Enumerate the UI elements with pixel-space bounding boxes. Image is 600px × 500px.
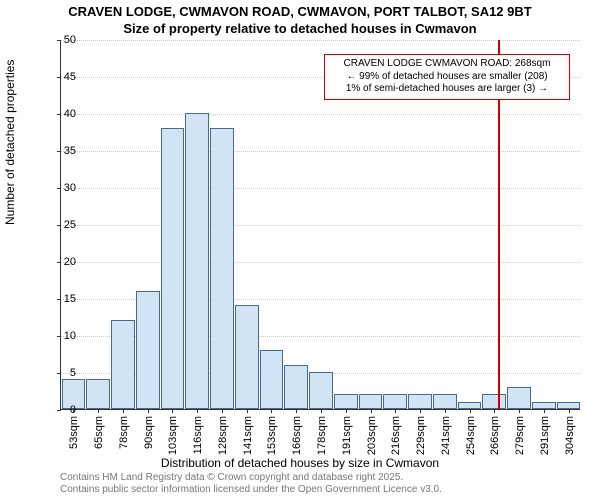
ytick-label: 20	[46, 256, 76, 268]
xtick-mark	[445, 409, 446, 413]
xtick-mark	[494, 409, 495, 413]
xtick-mark	[371, 409, 372, 413]
ytick-label: 45	[46, 71, 76, 83]
histogram-bar	[359, 394, 383, 409]
gridline-h	[61, 262, 580, 263]
histogram-bar	[260, 350, 284, 409]
xtick-label: 141sqm	[242, 416, 254, 455]
annotation-line1: CRAVEN LODGE CWMAVON ROAD: 268sqm	[331, 58, 563, 71]
xtick-mark	[395, 409, 396, 413]
xtick-label: 166sqm	[291, 416, 303, 455]
xtick-label: 191sqm	[341, 416, 353, 455]
xtick-label: 203sqm	[366, 416, 378, 455]
xtick-label: 279sqm	[514, 416, 526, 455]
xtick-label: 65sqm	[93, 416, 105, 449]
xtick-mark	[321, 409, 322, 413]
histogram-bar	[334, 394, 358, 409]
xtick-label: 229sqm	[415, 416, 427, 455]
gridline-h	[61, 151, 580, 152]
xtick-mark	[197, 409, 198, 413]
xtick-label: 291sqm	[539, 416, 551, 455]
ytick-label: 15	[46, 293, 76, 305]
y-axis-label: Number of detached properties	[3, 60, 17, 225]
xtick-mark	[222, 409, 223, 413]
xtick-mark	[420, 409, 421, 413]
xtick-mark	[148, 409, 149, 413]
gridline-h	[61, 114, 580, 115]
gridline-h	[61, 225, 580, 226]
xtick-mark	[123, 409, 124, 413]
xtick-label: 178sqm	[316, 416, 328, 455]
histogram-bar	[383, 394, 407, 409]
xtick-label: 90sqm	[143, 416, 155, 449]
annotation-box: CRAVEN LODGE CWMAVON ROAD: 268sqm← 99% o…	[324, 54, 570, 100]
histogram-bar	[161, 128, 185, 409]
histogram-bar	[210, 128, 234, 409]
plot-area: CRAVEN LODGE CWMAVON ROAD: 268sqm← 99% o…	[60, 40, 580, 410]
x-axis-label: Distribution of detached houses by size …	[0, 456, 600, 470]
ytick-label: 5	[46, 367, 76, 379]
histogram-bar	[111, 320, 135, 409]
attribution-line2: Contains public sector information licen…	[60, 484, 442, 496]
xtick-mark	[271, 409, 272, 413]
xtick-mark	[247, 409, 248, 413]
histogram-bar	[507, 387, 531, 409]
histogram-bar	[557, 402, 581, 409]
ytick-label: 35	[46, 145, 76, 157]
xtick-label: 116sqm	[192, 416, 204, 454]
attribution-line1: Contains HM Land Registry data © Crown c…	[60, 472, 442, 484]
xtick-label: 103sqm	[167, 416, 179, 455]
xtick-mark	[346, 409, 347, 413]
histogram-bar	[86, 379, 110, 409]
histogram-bar	[408, 394, 432, 409]
xtick-label: 153sqm	[266, 416, 278, 455]
ytick-label: 30	[46, 182, 76, 194]
xtick-label: 78sqm	[118, 416, 130, 449]
ytick-label: 10	[46, 330, 76, 342]
xtick-label: 128sqm	[217, 416, 229, 455]
xtick-mark	[172, 409, 173, 413]
annotation-line2: ← 99% of detached houses are smaller (20…	[331, 71, 563, 84]
histogram-bar	[482, 394, 506, 409]
chart-title-line2: Size of property relative to detached ho…	[0, 21, 600, 36]
histogram-bar	[458, 402, 482, 409]
xtick-label: 241sqm	[440, 416, 452, 455]
ytick-label: 50	[46, 34, 76, 46]
histogram-bar	[284, 365, 308, 409]
xtick-mark	[98, 409, 99, 413]
xtick-mark	[569, 409, 570, 413]
attribution-text: Contains HM Land Registry data © Crown c…	[60, 472, 442, 496]
xtick-mark	[296, 409, 297, 413]
xtick-label: 254sqm	[465, 416, 477, 455]
histogram-bar	[136, 291, 160, 409]
annotation-line3: 1% of semi-detached houses are larger (3…	[331, 83, 563, 96]
xtick-mark	[544, 409, 545, 413]
histogram-bar	[532, 402, 556, 409]
chart-title-line1: CRAVEN LODGE, CWMAVON ROAD, CWMAVON, POR…	[0, 4, 600, 19]
xtick-mark	[519, 409, 520, 413]
ytick-label: 40	[46, 108, 76, 120]
histogram-bar	[185, 113, 209, 409]
xtick-label: 266sqm	[489, 416, 501, 455]
gridline-h	[61, 40, 580, 41]
histogram-bar	[309, 372, 333, 409]
xtick-label: 304sqm	[564, 416, 576, 455]
xtick-label: 53sqm	[68, 416, 80, 449]
xtick-label: 216sqm	[390, 416, 402, 455]
ytick-label: 0	[46, 404, 76, 416]
gridline-h	[61, 188, 580, 189]
histogram-bar	[433, 394, 457, 409]
histogram-bar	[235, 305, 259, 409]
xtick-mark	[470, 409, 471, 413]
ytick-label: 25	[46, 219, 76, 231]
